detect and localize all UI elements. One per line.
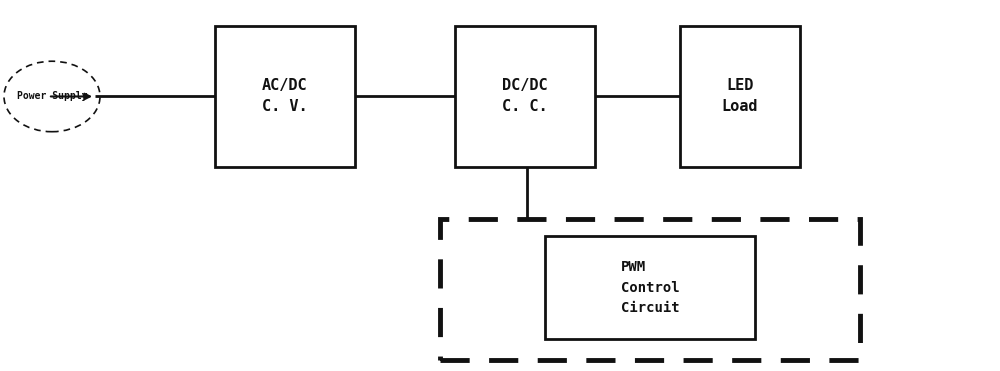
Text: AC/DC
C. V.: AC/DC C. V.	[262, 78, 308, 115]
Ellipse shape	[4, 61, 100, 132]
Text: DC/DC
C. C.: DC/DC C. C.	[502, 78, 548, 115]
Text: PWM
Control
Circuit: PWM Control Circuit	[621, 260, 679, 315]
Bar	[545, 236, 755, 339]
Bar	[680, 26, 800, 167]
Bar	[440, 219, 860, 360]
Text: Power Supply: Power Supply	[17, 92, 87, 101]
Bar	[455, 26, 595, 167]
Bar	[215, 26, 355, 167]
Text: LED
Load: LED Load	[722, 78, 758, 115]
